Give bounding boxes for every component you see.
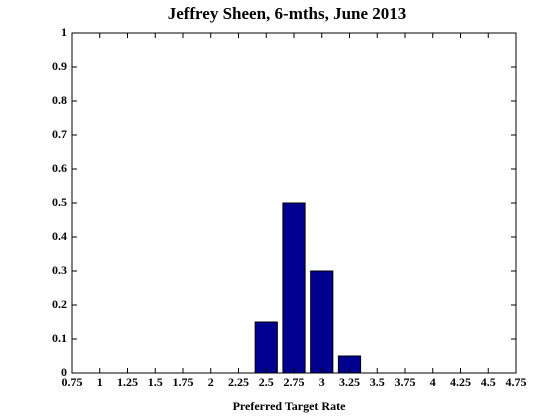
y-tick-label: 0.2 [52, 297, 67, 311]
y-tick-label: 0.7 [52, 127, 67, 141]
bar [310, 270, 334, 374]
x-tick-label: 1.25 [117, 375, 138, 389]
x-tick-label: 4.25 [450, 375, 471, 389]
x-tick-label: 4.75 [506, 375, 527, 389]
x-tick-label: 2.75 [284, 375, 305, 389]
y-tick-label: 0.6 [52, 161, 67, 175]
x-tick-label: 2.25 [228, 375, 249, 389]
x-tick-label: 4.5 [481, 375, 496, 389]
y-tick-label: 0.1 [52, 331, 67, 345]
x-tick-label: 4 [430, 375, 436, 389]
x-tick-label: 3 [319, 375, 325, 389]
x-tick-label: 2.5 [259, 375, 274, 389]
x-tick-label: 1.5 [148, 375, 163, 389]
x-axis-label: Preferred Target Rate [233, 399, 347, 413]
x-tick-label: 3.75 [395, 375, 416, 389]
bar [282, 202, 306, 374]
x-tick-label: 1.75 [173, 375, 194, 389]
bar [254, 321, 278, 374]
x-tick-label: 2 [208, 375, 214, 389]
x-tick-label: 1 [97, 375, 103, 389]
x-tick-label: 3.25 [339, 375, 360, 389]
y-tick-label: 0.5 [52, 195, 67, 209]
y-tick-label: 0.9 [52, 59, 67, 73]
y-tick-label: 1 [61, 25, 67, 39]
y-tick-label: 0.8 [52, 93, 67, 107]
y-tick-label: 0.4 [52, 229, 67, 243]
chart-title: Jeffrey Sheen, 6-mths, June 2013 [168, 4, 407, 23]
y-tick-label: 0 [61, 365, 67, 379]
x-tick-label: 0.75 [62, 375, 83, 389]
x-tick-label: 3.5 [370, 375, 385, 389]
y-tick-label: 0.3 [52, 263, 67, 277]
